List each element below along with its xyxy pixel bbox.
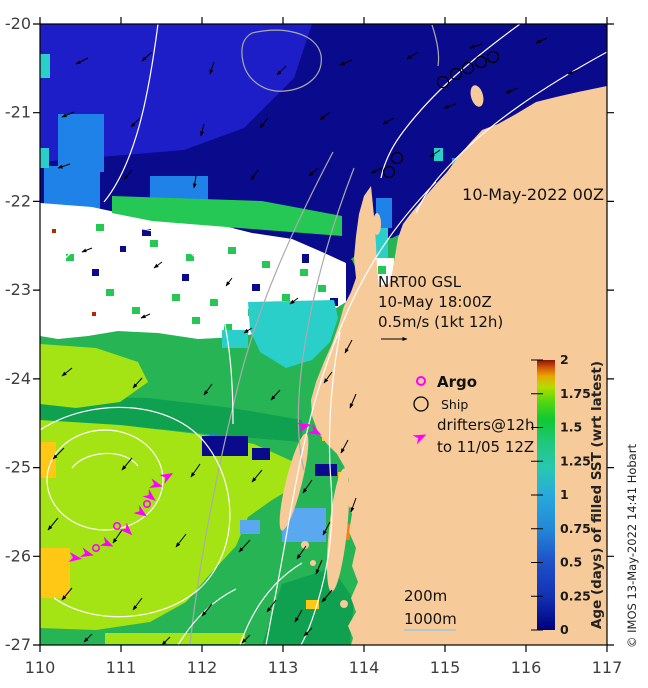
y-tick-label: -21 — [5, 103, 31, 122]
y-tick-label: -26 — [5, 546, 31, 565]
plot-border — [39, 23, 608, 646]
cb-tick: 1.5 — [560, 420, 582, 435]
y-tick-label: -20 — [5, 14, 31, 33]
x-tick-label: 116 — [511, 658, 542, 677]
red-speckles — [52, 229, 96, 316]
cb-tick: 0 — [560, 622, 569, 637]
colorbar-tick-labels: 0 0.25 0.5 0.75 1 1.25 1.5 1.75 2 — [560, 352, 591, 637]
nrt-line1: NRT00 GSL — [378, 273, 462, 291]
x-axis-labels: 110 111 112 113 114 115 116 117 — [25, 658, 623, 677]
x-tick-label: 114 — [349, 658, 380, 677]
legend-drifters-line1: drifters@12h — [437, 416, 535, 434]
axes-frame — [33, 17, 614, 652]
argo-markers — [92, 499, 152, 552]
cb-tick: 1.25 — [560, 453, 591, 468]
cb-tick: 1.75 — [560, 386, 591, 401]
islet-2 — [310, 560, 316, 566]
legend-ship-label: Ship — [441, 397, 468, 412]
mainland-coastline — [311, 86, 607, 645]
copyright-label: © IMOS 13-May-2022 14:41 Hobart — [625, 444, 639, 648]
legend-argo-icon — [416, 376, 426, 386]
legend-ship-icon — [413, 396, 429, 412]
x-tick-label: 115 — [430, 658, 461, 677]
royal-blue-region — [40, 24, 312, 162]
y-tick-label: -27 — [5, 635, 31, 654]
peron-peninsula — [326, 468, 350, 592]
depth-1000m-label: 1000m — [404, 610, 457, 628]
cb-tick: 1 — [560, 487, 569, 502]
x-tick-label: 117 — [592, 658, 623, 677]
islet-3 — [340, 600, 348, 608]
cb-tick: 0.5 — [560, 555, 582, 570]
x-tick-label: 111 — [106, 658, 137, 677]
islet-1 — [301, 541, 309, 549]
y-axis-labels: -20 -21 -22 -23 -24 -25 -26 -27 — [5, 14, 31, 654]
cyan-coastal-patch — [248, 300, 338, 368]
colorbar-title: Age (days) of filled SST (wrt latest) — [589, 361, 605, 629]
y-tick-marks — [33, 23, 614, 646]
ship-track-markers — [382, 50, 500, 179]
current-vectors-layer — [47, 37, 579, 645]
x-tick-label: 113 — [268, 658, 299, 677]
y-tick-label: -23 — [5, 280, 31, 299]
date-label: 10-May-2022 00Z — [462, 185, 604, 204]
x-tick-marks — [39, 17, 608, 652]
navy-lower-speckles — [202, 436, 337, 476]
cb-tick: 0.25 — [560, 588, 591, 603]
x-tick-label: 110 — [25, 658, 56, 677]
y-tick-label: -22 — [5, 191, 31, 210]
contour-layer — [40, 24, 607, 645]
barrow-island — [470, 85, 484, 107]
isobath-layer — [189, 24, 440, 645]
cb-tick: 2 — [560, 352, 569, 367]
depth-200m-label: 200m — [404, 587, 447, 605]
legend-argo-label: Argo — [437, 373, 477, 391]
cb-tick: 0.75 — [560, 521, 591, 536]
x-tick-label: 112 — [187, 658, 218, 677]
emerald-band — [112, 196, 342, 236]
colorbar: 0 0.25 0.5 0.75 1 1.25 1.5 1.75 2 Age (d… — [531, 352, 605, 637]
nrt-line2: 10-May 18:00Z — [378, 293, 492, 311]
y-tick-label: -25 — [5, 458, 31, 477]
colorbar-tick-marks — [531, 359, 543, 631]
y-tick-label: -24 — [5, 369, 31, 388]
gulf-islet — [373, 213, 381, 235]
legend-drifters-line2: to 11/05 12Z — [437, 438, 534, 456]
lightblue-patches — [240, 508, 326, 542]
nrt-line3: 0.5m/s (1kt 12h) — [378, 313, 503, 331]
chartreuse-regions — [40, 344, 302, 644]
